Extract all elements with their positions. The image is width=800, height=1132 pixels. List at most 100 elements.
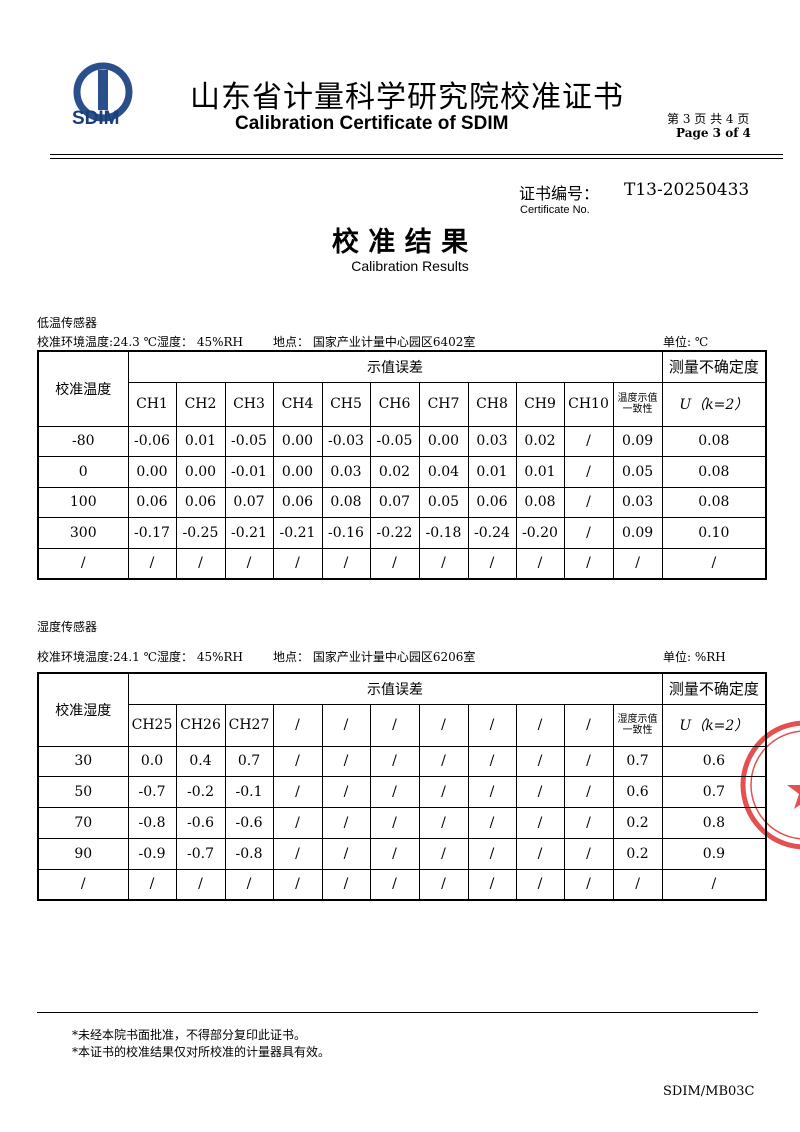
- column-header: 湿度示值一致性: [612, 703, 663, 747]
- column-header: CH27: [224, 703, 274, 747]
- cell: -0.03: [321, 425, 371, 458]
- cell: /: [418, 837, 469, 870]
- cell: /: [467, 745, 517, 778]
- location: 地点： 国家产业计量中心园区6206室: [273, 650, 476, 664]
- group-header: 示值误差: [127, 672, 663, 705]
- environment: 校准环境温度:24.3 ℃湿度： 45%RH: [37, 335, 243, 349]
- cert-number: T13-20250433: [624, 180, 750, 200]
- results-table: 校准湿度 示值误差 测量不确定度 CH25 CH26 CH27// / / / / / 湿度示值一致性…: [37, 672, 768, 901]
- cell: -0.24: [467, 517, 517, 549]
- cell: 0.05: [418, 486, 469, 519]
- column-header: CH1: [127, 381, 177, 427]
- cell: /: [175, 868, 226, 901]
- header-rule: [50, 154, 783, 159]
- cell: /: [224, 868, 274, 901]
- cell: 300: [37, 517, 129, 549]
- cell: /: [224, 547, 274, 580]
- cert-label-en: Certificate No.: [520, 204, 590, 216]
- column-header: CH7: [418, 381, 469, 427]
- group-header: 示值误差: [127, 350, 663, 383]
- row-header: 校准温度: [37, 350, 129, 427]
- cell: 0.7: [224, 745, 274, 778]
- cell: /: [418, 547, 469, 580]
- uncertainty-header: 测量不确定度: [661, 672, 767, 705]
- footer-note: *本证书的校准结果仅对所校准的计量器具有效。: [72, 1045, 331, 1059]
- cell: /: [563, 456, 614, 488]
- cell: -0.05: [224, 425, 274, 458]
- cell: /: [467, 837, 517, 870]
- cell: 0.6: [661, 745, 767, 778]
- cell: 50: [37, 776, 129, 809]
- cell: 70: [37, 807, 129, 839]
- cell: -80: [37, 425, 129, 458]
- data-row: 70 -0.8 -0.6 -0.6// / / / //0.2 0.8: [37, 807, 767, 839]
- cell: /: [612, 868, 663, 901]
- location: 地点： 国家产业计量中心园区6402室: [273, 335, 476, 349]
- cell: /: [418, 807, 469, 839]
- cell: 0.06: [467, 486, 517, 519]
- environment: 校准环境温度:24.1 ℃湿度： 45%RH: [37, 650, 243, 664]
- column-header: /: [272, 703, 323, 747]
- footer-rule: [37, 1012, 758, 1013]
- cell: 0.03: [321, 456, 371, 488]
- cell: -0.21: [224, 517, 274, 549]
- data-row: 90 -0.9 -0.7 -0.8// / / / //0.2 0.9: [37, 837, 767, 870]
- cell: /: [563, 807, 614, 839]
- cell: 0.00: [127, 456, 177, 488]
- cell: 0.07: [224, 486, 274, 519]
- cell: /: [467, 776, 517, 809]
- data-row: 50 -0.7 -0.2 -0.1// / / / //0.6 0.7: [37, 776, 767, 809]
- column-header: CH25: [127, 703, 177, 747]
- cell: /: [515, 547, 565, 580]
- cell: /: [369, 837, 420, 870]
- cell: /: [321, 868, 371, 901]
- data-row: 300 -0.17 -0.25 -0.21 -0.21 -0.16 -0.22 -0.18 -0…: [37, 517, 767, 549]
- cell: 0.2: [612, 837, 663, 870]
- cell: 0.00: [272, 456, 323, 488]
- cert-label-cn: 证书编号：: [519, 184, 600, 203]
- cell: -0.21: [272, 517, 323, 549]
- cell: 0.7: [661, 776, 767, 809]
- cell: 0.9: [661, 837, 767, 870]
- cell: 0.09: [612, 425, 663, 458]
- cell: 0.08: [515, 486, 565, 519]
- cell: /: [272, 776, 323, 809]
- cell: 0.09: [612, 517, 663, 549]
- title-cn: 山东省计量科学研究院校准证书: [190, 80, 624, 115]
- column-header: CH6: [369, 381, 420, 427]
- column-header: /: [321, 703, 371, 747]
- results-subtitle: Calibration Results: [351, 258, 469, 274]
- column-header: CH10: [563, 381, 614, 427]
- cell: /: [418, 745, 469, 778]
- cell: /: [272, 547, 323, 580]
- cell: /: [369, 745, 420, 778]
- cell: 0.08: [661, 425, 767, 458]
- cell: 0.03: [612, 486, 663, 519]
- results-title: 校 准 结 果: [331, 227, 469, 258]
- cell: /: [563, 837, 614, 870]
- cell: /: [563, 425, 614, 458]
- cell: -0.1: [224, 776, 274, 809]
- uncertainty-label: U（k=2）: [661, 703, 767, 747]
- cell: 100: [37, 486, 129, 519]
- header-row: CH25 CH26 CH27// / / / / / 湿度示值一致性 U（k=2）: [38, 703, 767, 747]
- column-header: /: [369, 703, 420, 747]
- footer-note: *未经本院书面批准，不得部分复印此证书。: [72, 1028, 307, 1042]
- cell: 0.06: [175, 486, 226, 519]
- column-header: CH3: [224, 381, 274, 427]
- cell: -0.01: [224, 456, 274, 488]
- header-row: CH1 CH2 CH3 CH4 CH5 CH6 CH7 CH8 CH9 CH10 温度示值一致性 U（…: [38, 381, 767, 427]
- cell: /: [369, 807, 420, 839]
- cell: /: [321, 547, 371, 580]
- column-header: /: [563, 703, 614, 747]
- cell: -0.16: [321, 517, 371, 549]
- cell: /: [272, 745, 323, 778]
- cell: -0.22: [369, 517, 420, 549]
- cell: /: [127, 868, 177, 901]
- column-header: CH5: [321, 381, 371, 427]
- cell: -0.20: [515, 517, 565, 549]
- cell: /: [37, 547, 129, 580]
- cell: /: [563, 776, 614, 809]
- cell: -0.2: [175, 776, 226, 809]
- cell: /: [467, 868, 517, 901]
